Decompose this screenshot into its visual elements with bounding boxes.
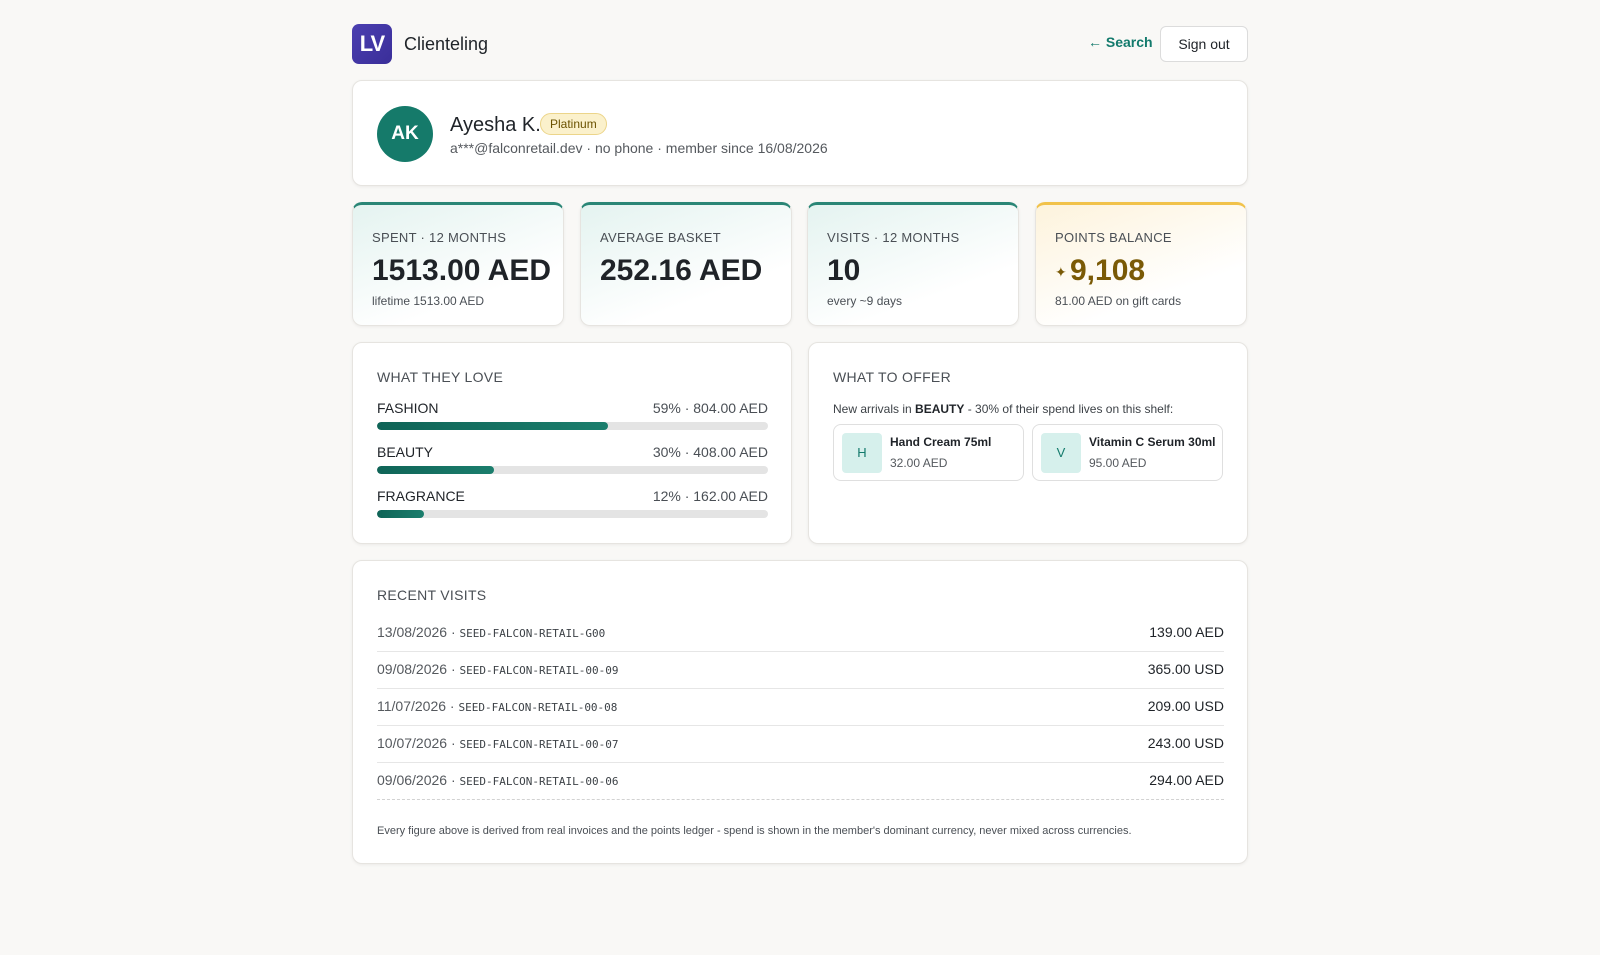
stat-visits: VISITS · 12 MONTHS 10 every ~9 days [807, 202, 1019, 326]
visit-info: 10/07/2026 · SEED-FALCON-RETAIL-00-07 [377, 735, 618, 751]
stat-spent: SPENT · 12 MONTHS 1513.00 AED lifetime 1… [352, 202, 564, 326]
visit-invoice-code: SEED-FALCON-RETAIL-00-09 [459, 664, 619, 677]
visit-info: 09/08/2026 · SEED-FALCON-RETAIL-00-09 [377, 661, 618, 677]
product-card-hand-cream[interactable]: H Hand Cream 75ml 32.00 AED [833, 424, 1024, 481]
app-logo: LV [352, 24, 392, 64]
category-detail: 12% · 162.00 AED [652, 488, 768, 504]
recent-visits-card: RECENT VISITS 13/08/2026 · SEED-FALCON-R… [352, 560, 1248, 864]
visit-amount: 243.00 USD [1147, 735, 1224, 751]
avatar: AK [377, 106, 433, 162]
category-bar-fill [377, 422, 608, 430]
separator: · [447, 624, 460, 640]
visit-date: 09/08/2026 [377, 661, 448, 677]
page: LV Clienteling ← Search Sign out AK Ayes… [352, 0, 1248, 864]
separator: · [446, 698, 459, 714]
visit-invoice-code: SEED-FALCON-RETAIL-G00 [459, 627, 606, 640]
category-name: FRAGRANCE [377, 488, 465, 504]
stat-sub: every ~9 days [827, 294, 903, 308]
separator: · [447, 772, 460, 788]
visit-info: 13/08/2026 · SEED-FALCON-RETAIL-G00 [377, 624, 605, 640]
category-bar-track [377, 510, 768, 518]
visit-row[interactable]: 09/06/2026 · SEED-FALCON-RETAIL-00-06 29… [377, 763, 1224, 800]
visit-invoice-code: SEED-FALCON-RETAIL-00-08 [458, 701, 618, 714]
category-fragrance: FRAGRANCE 12% · 162.00 AED [377, 488, 768, 524]
app-title: Clienteling [404, 34, 489, 54]
category-bar-track [377, 422, 768, 430]
stat-label: VISITS · 12 MONTHS [827, 230, 960, 245]
separator: · [447, 661, 460, 677]
stat-sub: lifetime 1513.00 AED [372, 294, 485, 308]
product-thumbnail: H [842, 433, 882, 473]
stat-sub: 81.00 AED on gift cards [1055, 294, 1182, 308]
visit-amount: 139.00 AED [1149, 624, 1224, 640]
stat-value: 10 [827, 254, 861, 287]
product-name: Hand Cream 75ml [890, 435, 992, 449]
category-beauty: BEAUTY 30% · 408.00 AED [377, 444, 768, 480]
stat-value: 1513.00 AED [372, 254, 552, 287]
stat-value: 9,108 [1070, 254, 1146, 287]
category-bar-track [377, 466, 768, 474]
stat-label: SPENT · 12 MONTHS [372, 230, 507, 245]
visit-row[interactable]: 13/08/2026 · SEED-FALCON-RETAIL-G00 139.… [377, 615, 1224, 652]
visit-amount: 294.00 AED [1149, 772, 1224, 788]
visit-date: 09/06/2026 [377, 772, 448, 788]
offer-text-prefix: New arrivals in [833, 402, 916, 416]
sign-out-button[interactable]: Sign out [1160, 26, 1248, 62]
visit-date: 13/08/2026 [377, 624, 448, 640]
visit-info: 09/06/2026 · SEED-FALCON-RETAIL-00-06 [377, 772, 618, 788]
what-to-offer-card: WHAT TO OFFER New arrivals in BEAUTY - 3… [808, 342, 1248, 544]
visit-date: 11/07/2026 [377, 698, 447, 714]
separator: · [447, 735, 460, 751]
visit-amount: 209.00 USD [1147, 698, 1224, 714]
back-to-search-link[interactable]: ← Search [1088, 34, 1153, 50]
client-profile-card: AK Ayesha K. Platinum a***@falconretail.… [352, 80, 1248, 186]
category-name: FASHION [377, 400, 439, 416]
category-bar-fill [377, 466, 495, 474]
section-title: RECENT VISITS [377, 587, 487, 603]
offer-text-suffix: - 30% of their spend lives on this shelf… [964, 402, 1174, 416]
product-price: 95.00 AED [1089, 456, 1147, 470]
product-thumbnail: V [1041, 433, 1081, 473]
category-detail: 59% · 804.00 AED [652, 400, 768, 416]
category-fashion: FASHION 59% · 804.00 AED [377, 400, 768, 436]
product-name: Vitamin C Serum 30ml [1089, 435, 1216, 449]
product-price: 32.00 AED [890, 456, 948, 470]
section-title: WHAT THEY LOVE [377, 369, 504, 385]
stat-points-balance: POINTS BALANCE ✦ 9,108 81.00 AED on gift… [1035, 202, 1247, 326]
visit-row[interactable]: 09/08/2026 · SEED-FALCON-RETAIL-00-09 36… [377, 652, 1224, 689]
category-detail: 30% · 408.00 AED [652, 444, 768, 460]
tier-badge: Platinum [540, 113, 607, 135]
app-header: LV Clienteling ← Search Sign out [352, 0, 1248, 80]
offer-category: BEAUTY [915, 402, 965, 416]
client-meta: a***@falconretail.dev · no phone · membe… [450, 140, 828, 156]
stat-label: AVERAGE BASKET [600, 230, 721, 245]
category-name: BEAUTY [377, 444, 434, 460]
visit-row[interactable]: 11/07/2026 · SEED-FALCON-RETAIL-00-08 20… [377, 689, 1224, 726]
stat-label: POINTS BALANCE [1055, 230, 1172, 245]
section-title: WHAT TO OFFER [833, 369, 951, 385]
visit-amount: 365.00 USD [1147, 661, 1224, 677]
visit-invoice-code: SEED-FALCON-RETAIL-00-07 [459, 738, 619, 751]
product-card-vitamin-c-serum[interactable]: V Vitamin C Serum 30ml 95.00 AED [1032, 424, 1223, 481]
sparkle-icon: ✦ [1055, 264, 1067, 280]
offer-description: New arrivals in BEAUTY - 30% of their sp… [833, 402, 1173, 416]
stat-value: 252.16 AED [600, 254, 763, 287]
category-bar-fill [377, 510, 424, 518]
visit-date: 10/07/2026 [377, 735, 448, 751]
what-they-love-card: WHAT THEY LOVE FASHION 59% · 804.00 AED … [352, 342, 792, 544]
visit-invoice-code: SEED-FALCON-RETAIL-00-06 [459, 775, 619, 788]
client-name: Ayesha K. [450, 114, 541, 136]
stat-average-basket: AVERAGE BASKET 252.16 AED [580, 202, 792, 326]
data-footnote: Every figure above is derived from real … [377, 825, 1132, 837]
visit-info: 11/07/2026 · SEED-FALCON-RETAIL-00-08 [377, 698, 617, 714]
visit-row[interactable]: 10/07/2026 · SEED-FALCON-RETAIL-00-07 24… [377, 726, 1224, 763]
